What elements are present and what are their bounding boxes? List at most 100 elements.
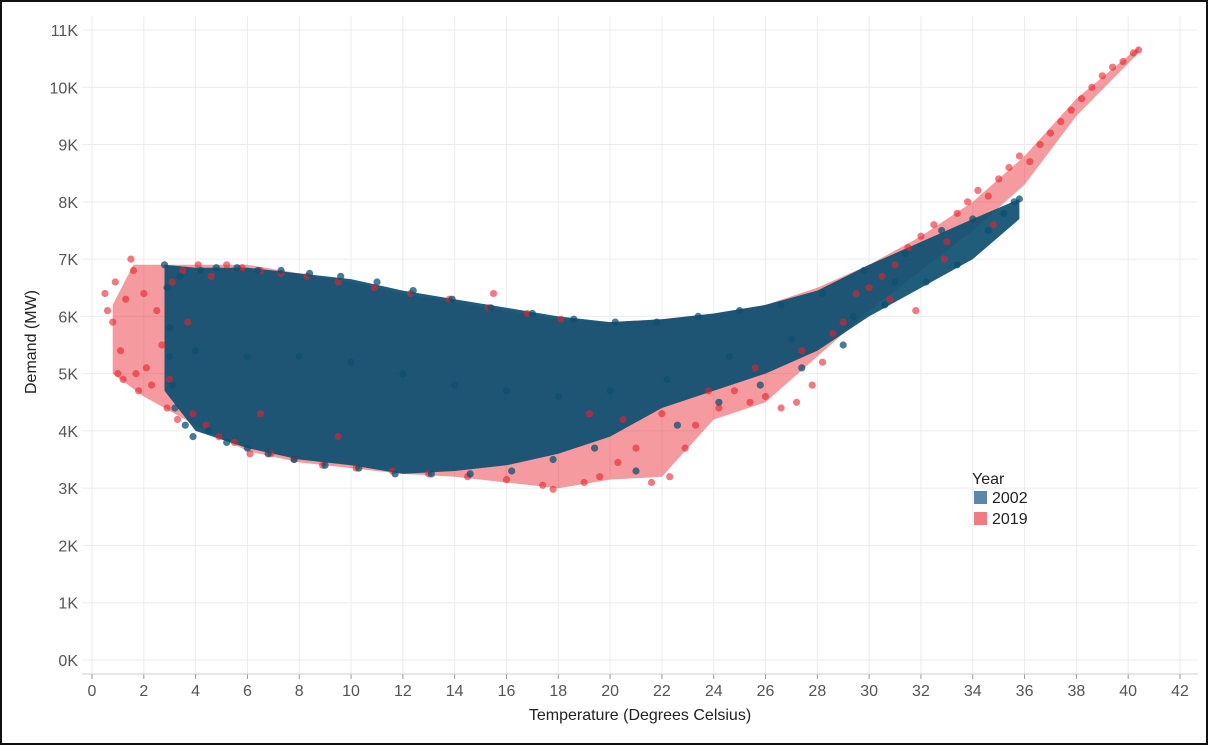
point-2019 <box>557 315 565 323</box>
point-2019 <box>940 255 948 263</box>
point-2019 <box>334 278 342 286</box>
point-2002 <box>653 318 661 326</box>
point-2019 <box>334 433 342 441</box>
point-2019 <box>1026 158 1034 166</box>
point-2002 <box>427 470 435 478</box>
point-2002 <box>1000 209 1008 217</box>
x-tick-label: 24 <box>705 683 723 700</box>
y-tick-label: 1K <box>58 596 78 613</box>
point-2019 <box>122 295 130 303</box>
point-2019 <box>111 278 119 286</box>
x-tick-label: 16 <box>498 683 516 700</box>
point-2019 <box>1119 57 1127 66</box>
point-2002 <box>850 312 858 320</box>
y-tick-label: 0K <box>58 653 78 670</box>
point-2019 <box>223 261 231 269</box>
legend: Year 2002 2019 <box>972 471 1028 528</box>
point-2019 <box>995 175 1003 183</box>
y-axis-title: Demand (MW) <box>23 290 40 394</box>
point-2019 <box>886 295 894 303</box>
x-tick-label: 22 <box>653 683 671 700</box>
point-2019 <box>1036 140 1044 149</box>
point-2019 <box>215 433 223 441</box>
band-2002 <box>164 199 1020 474</box>
point-2002 <box>606 387 614 395</box>
point-2019 <box>904 244 912 252</box>
point-2002 <box>756 381 764 389</box>
x-tick-label: 28 <box>808 683 826 700</box>
point-2019 <box>202 421 210 429</box>
point-2002 <box>694 312 702 320</box>
point-2002 <box>391 470 399 478</box>
point-2019 <box>930 221 938 229</box>
point-2002 <box>399 370 407 378</box>
x-tick-label: 38 <box>1067 683 1085 700</box>
point-2019 <box>1109 63 1117 71</box>
point-2002 <box>290 455 298 464</box>
point-2019 <box>179 266 187 275</box>
point-2019 <box>704 387 713 395</box>
point-2002 <box>192 347 200 355</box>
point-2019 <box>173 415 182 424</box>
point-2002 <box>163 284 171 292</box>
point-2019 <box>989 221 998 229</box>
x-tick-label: 0 <box>88 683 97 700</box>
point-2002 <box>715 398 723 406</box>
legend-label-2019: 2019 <box>992 511 1028 528</box>
point-2002 <box>570 315 578 323</box>
point-2002 <box>166 324 174 332</box>
point-2019 <box>658 410 666 418</box>
point-2002 <box>736 307 744 315</box>
point-2019 <box>865 284 873 292</box>
point-2002 <box>205 427 213 435</box>
y-tick-label: 6K <box>58 309 78 326</box>
x-tick-label: 20 <box>601 683 619 700</box>
point-2019 <box>666 473 674 481</box>
point-2002 <box>277 266 285 275</box>
legend-label-2002: 2002 <box>992 490 1028 507</box>
point-2019 <box>917 232 925 240</box>
point-2002 <box>160 261 169 269</box>
x-tick-label: 36 <box>1016 683 1034 700</box>
legend-swatch-2019 <box>974 512 987 525</box>
point-2019 <box>207 272 215 280</box>
point-2019 <box>238 264 246 272</box>
y-tick-label: 9K <box>58 138 78 155</box>
legend-swatch-2002 <box>974 491 987 504</box>
point-2019 <box>852 289 860 298</box>
point-2019 <box>777 404 785 412</box>
point-2019 <box>692 421 700 429</box>
point-2019 <box>103 307 112 315</box>
point-2019 <box>246 450 254 458</box>
point-2019 <box>1005 163 1013 172</box>
point-2002 <box>891 278 899 286</box>
point-2019 <box>132 370 140 378</box>
point-2002 <box>306 269 314 277</box>
point-2002 <box>528 309 537 318</box>
x-tick-label: 10 <box>342 683 360 700</box>
point-2019 <box>114 370 122 378</box>
point-2002 <box>295 352 303 361</box>
point-2019 <box>163 404 171 412</box>
x-tick-label: 18 <box>549 683 567 700</box>
point-2019 <box>184 318 192 326</box>
point-2019 <box>127 255 135 263</box>
point-2002 <box>984 226 992 235</box>
point-2002 <box>487 304 495 312</box>
point-2002 <box>264 450 272 458</box>
point-2002 <box>171 404 179 412</box>
point-2002 <box>448 295 456 303</box>
data-points <box>101 46 1143 493</box>
x-tick-label: 26 <box>757 683 775 700</box>
point-2002 <box>881 301 889 309</box>
x-tick-label: 34 <box>964 683 982 700</box>
point-2002 <box>233 264 241 272</box>
point-2019 <box>647 478 656 487</box>
y-tick-label: 7K <box>58 252 78 269</box>
x-tick-label: 6 <box>243 683 252 700</box>
point-2002 <box>549 455 557 464</box>
x-tick-label: 40 <box>1119 683 1137 700</box>
point-2019 <box>1078 95 1086 103</box>
point-2002 <box>554 392 562 401</box>
point-2019 <box>912 307 920 315</box>
